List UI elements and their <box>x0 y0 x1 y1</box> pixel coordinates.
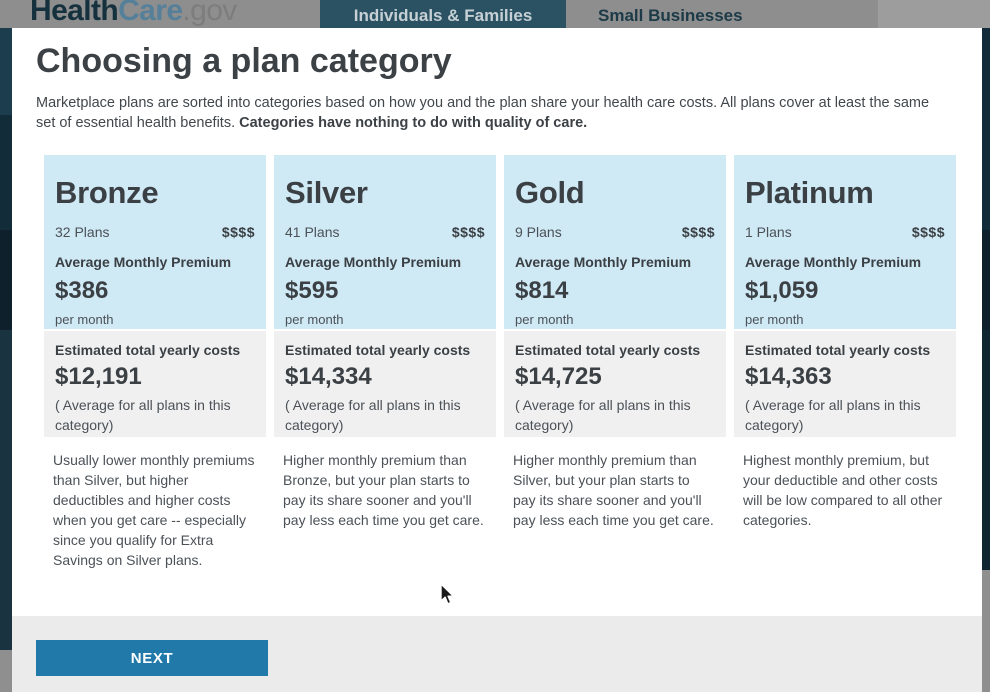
page-header: HealthCare.gov Individuals & Families Sm… <box>0 0 990 28</box>
card-silver-description: Higher monthly premium than Bronze, but … <box>283 452 484 528</box>
yearly-note: ( Average for all plans in this category… <box>515 397 691 433</box>
premium-period: per month <box>515 312 574 327</box>
yearly-cost: $12,191 <box>55 363 142 390</box>
header-right-block <box>878 0 990 28</box>
logo-part-gov: .gov <box>182 0 237 27</box>
premium-value: $386 <box>55 277 109 304</box>
card-silver-header: Silver 41 Plans $$$$ Average Monthly Pre… <box>274 155 496 329</box>
yearly-label: Estimated total yearly costs <box>745 342 931 358</box>
page-background-right <box>982 28 990 692</box>
card-bronze: Bronze 32 Plans $$$$ Average Monthly Pre… <box>44 155 266 570</box>
card-gold-description: Higher monthly premium than Silver, but … <box>513 452 714 528</box>
card-title: Gold <box>515 175 585 210</box>
card-title: Bronze <box>55 175 159 210</box>
premium-period: per month <box>55 312 114 327</box>
card-title: Platinum <box>745 175 874 210</box>
plan-category-cards: Bronze 32 Plans $$$$ Average Monthly Pre… <box>44 155 958 570</box>
intro-bold-text: Categories have nothing to do with quali… <box>239 114 588 131</box>
premium-label: Average Monthly Premium <box>745 254 922 270</box>
yearly-note: ( Average for all plans in this category… <box>745 397 921 433</box>
cost-symbols: $$$$ <box>911 224 945 240</box>
yearly-cost: $14,363 <box>745 363 832 390</box>
plan-category-modal: Choosing a plan category Marketplace pla… <box>12 28 982 692</box>
card-title: Silver <box>285 175 368 210</box>
modal-footer: NEXT <box>12 616 982 692</box>
premium-period: per month <box>285 312 344 327</box>
yearly-label: Estimated total yearly costs <box>55 342 241 358</box>
premium-value: $1,059 <box>745 277 819 304</box>
card-platinum-yearly: Estimated total yearly costs $14,363 ( A… <box>734 331 956 437</box>
card-gold-yearly: Estimated total yearly costs $14,725 ( A… <box>504 331 726 437</box>
plans-count: 1 Plans <box>745 224 792 240</box>
cost-symbols: $$$$ <box>681 224 715 240</box>
card-bronze-description: Usually lower monthly premiums than Silv… <box>53 452 255 568</box>
yearly-note: ( Average for all plans in this category… <box>285 397 461 433</box>
yearly-label: Estimated total yearly costs <box>515 342 701 358</box>
card-platinum-header: Platinum 1 Plans $$$$ Average Monthly Pr… <box>734 155 956 329</box>
card-gold-header: Gold 9 Plans $$$$ Average Monthly Premiu… <box>504 155 726 329</box>
modal-intro: Marketplace plans are sorted into catego… <box>36 94 944 133</box>
healthcare-gov-logo: HealthCare.gov <box>30 0 237 28</box>
plans-count: 32 Plans <box>55 224 110 240</box>
plans-count: 9 Plans <box>515 224 562 240</box>
intro-text: Marketplace plans are sorted into catego… <box>36 95 930 131</box>
cost-symbols: $$$$ <box>451 224 485 240</box>
logo-part-care: Care <box>118 0 183 27</box>
card-platinum: Platinum 1 Plans $$$$ Average Monthly Pr… <box>734 155 956 570</box>
yearly-label: Estimated total yearly costs <box>285 342 471 358</box>
premium-label: Average Monthly Premium <box>55 254 232 270</box>
premium-value: $595 <box>285 277 339 304</box>
card-bronze-yearly: Estimated total yearly costs $12,191 ( A… <box>44 331 266 437</box>
premium-label: Average Monthly Premium <box>515 254 692 270</box>
premium-period: per month <box>745 312 804 327</box>
premium-value: $814 <box>515 277 569 304</box>
premium-label: Average Monthly Premium <box>285 254 462 270</box>
card-gold: Gold 9 Plans $$$$ Average Monthly Premiu… <box>504 155 726 570</box>
tab-individuals-families: Individuals & Families <box>320 0 566 28</box>
modal-title: Choosing a plan category <box>36 42 452 80</box>
yearly-cost: $14,725 <box>515 363 602 390</box>
page-background-left <box>0 28 12 692</box>
cost-symbols: $$$$ <box>221 224 255 240</box>
card-platinum-description: Highest monthly premium, but your deduct… <box>743 452 943 528</box>
plans-count: 41 Plans <box>285 224 340 240</box>
card-bronze-header: Bronze 32 Plans $$$$ Average Monthly Pre… <box>44 155 266 329</box>
yearly-cost: $14,334 <box>285 363 372 390</box>
card-silver-yearly: Estimated total yearly costs $14,334 ( A… <box>274 331 496 437</box>
tab-small-businesses: Small Businesses <box>598 6 743 25</box>
card-silver: Silver 41 Plans $$$$ Average Monthly Pre… <box>274 155 496 570</box>
next-button[interactable]: NEXT <box>36 640 268 676</box>
logo-part-health: Health <box>30 0 119 27</box>
yearly-note: ( Average for all plans in this category… <box>55 397 231 433</box>
